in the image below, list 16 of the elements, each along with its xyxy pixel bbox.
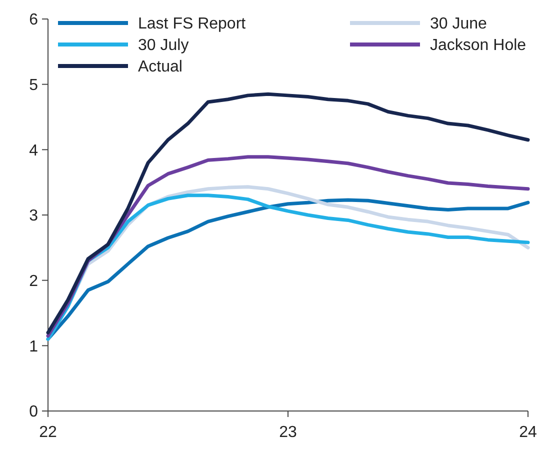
y-tick-label: 1 (29, 338, 38, 356)
legend-label: Jackson Hole (430, 37, 526, 54)
y-tick-label: 0 (29, 404, 38, 421)
y-tick-label: 6 (29, 12, 38, 29)
line-series (46, 92, 530, 334)
legend-label: Last FS Report (138, 16, 246, 33)
legend-label: 30 June (430, 16, 488, 33)
y-tick-label: 5 (29, 76, 38, 94)
x-tick-label: 24 (519, 424, 537, 441)
x-tick-label: 22 (39, 424, 57, 441)
x-tick-label: 23 (279, 424, 297, 441)
y-tick-label: 2 (29, 272, 38, 290)
y-tick-label: 3 (29, 208, 38, 225)
legend-label: 30 July (138, 37, 189, 54)
legend-label: Actual (138, 58, 182, 76)
y-tick-label: 4 (29, 142, 38, 160)
